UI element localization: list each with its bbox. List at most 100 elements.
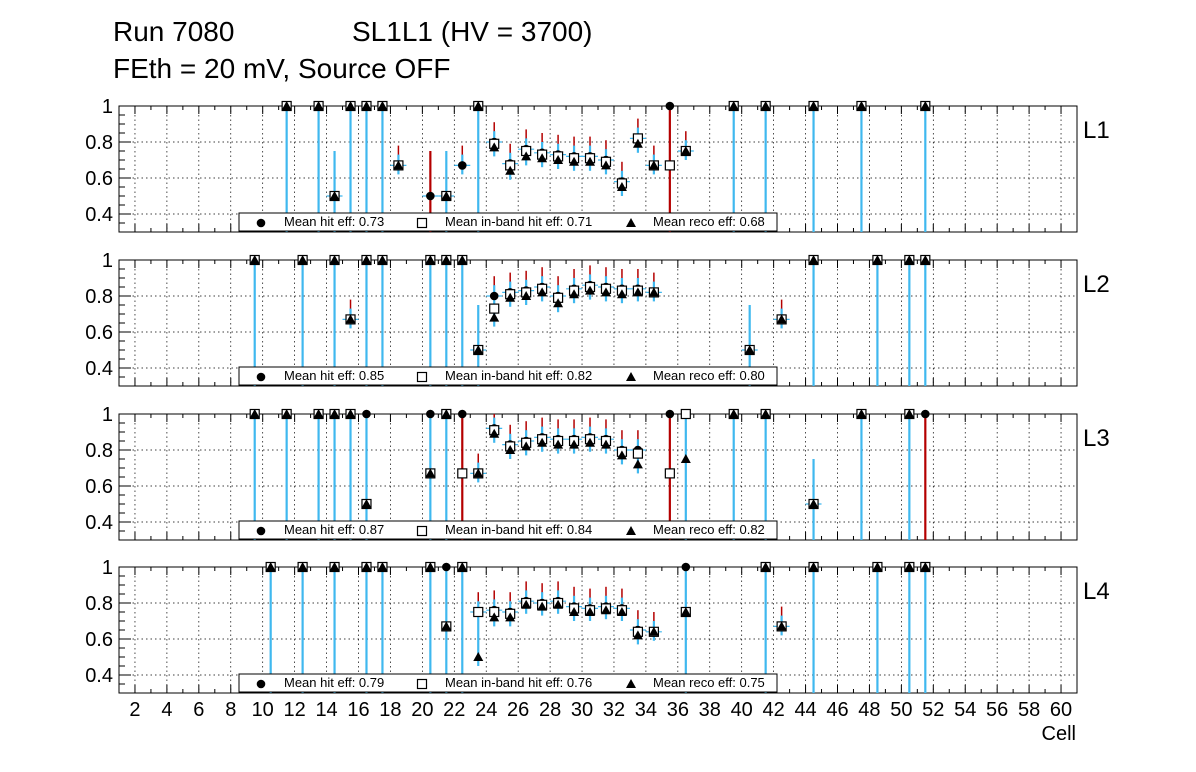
x-tick-label: 40 xyxy=(731,699,753,721)
reco-eff-marker xyxy=(505,612,516,622)
reco-eff-marker xyxy=(808,499,819,508)
panel-l4: 0.4 0.6 0.8 1 L4 Mean hit eff: 0.79 Mean in-ba… xyxy=(85,557,1110,694)
reco-eff-marker xyxy=(569,439,580,449)
hit-eff-marker xyxy=(457,409,467,419)
reco-eff-marker xyxy=(313,101,324,110)
reco-eff-marker xyxy=(489,312,500,322)
x-tick-label: 56 xyxy=(986,699,1008,721)
x-tick-label: 10 xyxy=(252,699,274,721)
reco-eff-marker xyxy=(872,562,883,571)
reco-eff-marker xyxy=(361,562,372,571)
reco-eff-marker xyxy=(537,437,548,447)
x-tick-label: 14 xyxy=(315,699,337,721)
reco-eff-marker xyxy=(600,605,611,615)
reco-eff-marker xyxy=(249,409,260,418)
reco-eff-marker xyxy=(441,255,452,264)
y-tick-label: 0.6 xyxy=(85,629,113,651)
legend-entry: Mean hit eff: 0.87 xyxy=(284,522,384,537)
reco-eff-marker xyxy=(553,439,564,449)
legend-entry: Mean hit eff: 0.79 xyxy=(284,675,384,690)
legend-entry: Mean in-band hit eff: 0.76 xyxy=(445,675,592,690)
reco-eff-marker xyxy=(537,153,548,163)
reco-eff-marker xyxy=(680,454,691,463)
inband-eff-marker xyxy=(489,303,500,314)
reco-eff-marker xyxy=(281,409,292,418)
reco-eff-marker xyxy=(920,255,931,264)
reco-eff-marker xyxy=(521,441,532,451)
reco-eff-marker xyxy=(872,255,883,264)
y-tick-label: 0.6 xyxy=(85,476,113,498)
reco-eff-marker xyxy=(441,621,452,631)
layer-label: L4 xyxy=(1083,578,1110,605)
hit-eff-marker xyxy=(921,409,930,419)
panel-l3: 0.4 0.6 0.8 1 L3 Mean hit eff: 0.87 Mean in-ba… xyxy=(85,404,1110,541)
reco-eff-marker xyxy=(313,409,324,418)
inband-eff-marker xyxy=(457,468,468,479)
x-tick-label: 12 xyxy=(284,699,306,721)
legend-entry: Mean in-band hit eff: 0.82 xyxy=(445,368,592,383)
x-tick-label: 6 xyxy=(193,699,204,721)
reco-eff-marker xyxy=(760,101,771,110)
legend-entry: Mean hit eff: 0.85 xyxy=(284,368,384,383)
reco-eff-marker xyxy=(632,287,643,297)
reco-eff-marker xyxy=(329,255,340,264)
x-tick-label: 24 xyxy=(475,699,497,721)
reco-eff-marker xyxy=(616,607,627,616)
reco-eff-marker xyxy=(920,101,931,110)
reco-eff-marker xyxy=(569,289,580,299)
reco-eff-marker xyxy=(728,101,739,110)
reco-eff-marker xyxy=(632,138,643,148)
superlayer-label: SL1L1 (HV = 3700) xyxy=(352,16,593,47)
reco-eff-marker xyxy=(569,156,580,166)
reco-eff-marker xyxy=(648,626,659,636)
layer-label: L3 xyxy=(1083,425,1110,452)
reco-eff-marker xyxy=(473,468,484,478)
reco-eff-marker xyxy=(600,160,611,170)
x-tick-label: 38 xyxy=(699,699,721,721)
reco-eff-marker xyxy=(473,345,484,354)
inband-eff-marker xyxy=(416,217,428,229)
hit-eff-marker xyxy=(681,562,691,572)
reco-eff-marker xyxy=(329,409,340,418)
reco-eff-marker xyxy=(904,562,915,571)
hit-eff-marker xyxy=(256,526,266,536)
reco-eff-marker xyxy=(553,599,564,609)
hit-eff-marker xyxy=(457,161,467,170)
reco-eff-marker xyxy=(473,652,484,661)
reco-eff-marker xyxy=(744,345,755,354)
y-tick-label: 1 xyxy=(102,404,113,426)
reco-eff-marker xyxy=(585,285,596,295)
y-tick-label: 0.8 xyxy=(85,132,113,154)
x-tick-label: 26 xyxy=(507,699,529,721)
inband-eff-marker xyxy=(664,468,675,479)
reco-eff-marker xyxy=(489,612,500,622)
reco-eff-marker xyxy=(569,607,580,616)
reco-eff-marker xyxy=(521,599,532,609)
legend-entry: Mean reco eff: 0.75 xyxy=(653,675,765,690)
reco-eff-marker xyxy=(345,101,356,110)
x-tick-label: 44 xyxy=(794,699,816,721)
layer-label: L1 xyxy=(1083,117,1110,144)
inband-eff-marker xyxy=(473,606,484,618)
reco-eff-marker xyxy=(297,255,308,264)
reco-eff-marker xyxy=(345,409,356,418)
reco-eff-marker xyxy=(648,160,659,170)
inband-eff-marker xyxy=(680,408,691,420)
reco-eff-marker xyxy=(553,298,564,308)
hit-eff-marker xyxy=(256,372,266,382)
legend xyxy=(238,366,778,386)
reco-eff-marker xyxy=(626,372,636,381)
reco-eff-marker xyxy=(265,562,276,571)
y-tick-label: 0.4 xyxy=(85,512,113,534)
y-tick-label: 0.6 xyxy=(85,322,113,344)
legend-entry: Mean in-band hit eff: 0.84 xyxy=(445,522,592,537)
reco-eff-marker xyxy=(856,409,867,418)
inband-eff-marker xyxy=(416,525,428,537)
reco-eff-marker xyxy=(489,428,500,438)
x-tick-label: 34 xyxy=(635,699,657,721)
reco-eff-marker xyxy=(632,630,643,640)
x-tick-label: 46 xyxy=(826,699,848,721)
panel-l1: 0.4 0.6 0.8 1 L1 Mean hit eff: 0.73 Mean in-ba… xyxy=(85,96,1110,233)
legend-entry: Mean reco eff: 0.68 xyxy=(653,214,765,229)
x-tick-label: 2 xyxy=(129,699,140,721)
